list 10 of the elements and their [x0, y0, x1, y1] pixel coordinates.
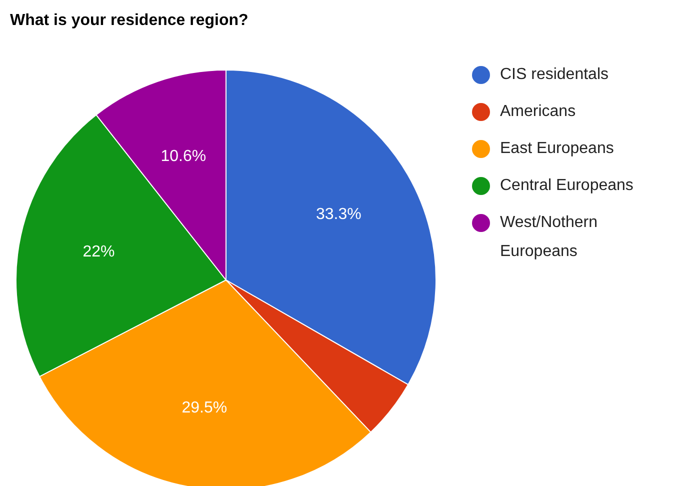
chart-title: What is your residence region?: [10, 12, 248, 29]
data-label: 22%: [82, 244, 115, 261]
data-label: 29.5%: [182, 400, 228, 417]
legend-label: CIS residentals: [500, 66, 608, 84]
data-label: 10.6%: [160, 148, 206, 166]
legend-label: West/Nothern Europeans: [500, 214, 598, 260]
data-label: 33.3%: [316, 206, 362, 224]
legend-label: Americans: [500, 103, 576, 120]
legend-label: East Europeans: [500, 140, 614, 158]
legend-label: Central Europeans: [500, 177, 634, 194]
